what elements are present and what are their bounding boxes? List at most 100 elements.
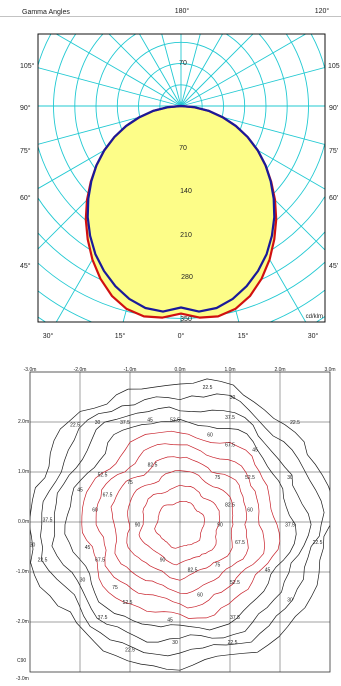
contour-frame <box>29 371 331 673</box>
x-tick-label: 2.0m <box>274 367 285 373</box>
contour-level-label: 37.5 <box>43 518 53 524</box>
contour-level-label: 75 <box>215 563 221 569</box>
contour-level-label: 45 <box>167 618 173 624</box>
polar-spoke <box>55 34 182 107</box>
contour-level-label: 45 <box>77 488 83 494</box>
contour-level-label: 67.5 <box>103 493 113 499</box>
contour-line-75 <box>126 470 234 581</box>
contour-level-label: 30 <box>80 578 86 584</box>
polar-spoke <box>38 105 182 145</box>
radial-tick-label: 70 <box>179 60 187 67</box>
contour-level-label: 90 <box>135 523 141 529</box>
contour-level-label: 90 <box>160 558 166 564</box>
contour-level-label: 22.5 <box>290 420 300 426</box>
contour-level-label: 37.5 <box>230 615 240 621</box>
corner-label: C90 <box>17 658 26 664</box>
intensity-unit-label: cd/klm <box>306 314 323 320</box>
x-tick-label: -2.0m <box>74 367 87 373</box>
contour-level-label: 82.5 <box>188 568 198 574</box>
polar-fill <box>85 106 277 318</box>
contour-level-label: 45 <box>265 568 271 574</box>
polar-ring <box>38 261 325 319</box>
contour-lines <box>30 378 330 671</box>
x-tick-label: 0.0m <box>174 367 185 373</box>
radial-tick-label: 140 <box>180 188 192 195</box>
bottom-angle-label: 15° <box>115 332 126 340</box>
y-tick-label: -2.0m <box>16 619 29 625</box>
x-tick-label: 1.0m <box>224 367 235 373</box>
contour-line-45 <box>64 419 297 631</box>
contour-level-label: 75 <box>112 585 118 591</box>
contour-line-37_5 <box>51 406 312 643</box>
polar-spoke <box>180 105 325 190</box>
x-tick-label: -1.0m <box>124 367 137 373</box>
right-angle-label: 45' <box>329 263 338 270</box>
top-angle-label-180: 180° <box>175 7 190 15</box>
contour-level-label: 22.5 <box>38 558 48 564</box>
contour-level-label: 82.5 <box>225 503 235 509</box>
left-angle-label: 45° <box>20 262 31 270</box>
contour-level-label: 22.5 <box>70 423 80 429</box>
contour-level-label: 60 <box>197 593 203 599</box>
contour-level-label: 37.5 <box>285 523 295 529</box>
contour-level-label: 82.5 <box>148 463 158 469</box>
contour-level-label: 22.5 <box>313 540 323 546</box>
bottom-angle-label: 0° <box>178 332 185 340</box>
left-angle-label: 105° <box>20 62 35 70</box>
polar-spoke <box>38 67 182 107</box>
contour-line-52_5 <box>81 430 281 619</box>
polar-intensity-chart: Gamma Angles 180° 120° 70 70 140 210 280… <box>0 7 341 340</box>
contour-level-label: 45 <box>252 448 258 454</box>
polar-spoke <box>180 105 325 146</box>
polar-spoke <box>180 34 307 107</box>
contour-level-label: 30 <box>287 598 293 604</box>
polar-title: Gamma Angles <box>22 9 70 16</box>
polar-frame <box>37 33 326 323</box>
contour-line-22_5 <box>30 378 330 671</box>
left-angle-label: 60° <box>20 194 31 202</box>
contour-level-label: 75 <box>127 480 133 486</box>
contour-level-label: 52.5 <box>98 473 108 479</box>
contour-level-label: 52.5 <box>245 475 255 481</box>
bottom-angle-label: 30° <box>308 332 319 340</box>
contour-level-label: 90 <box>217 523 223 529</box>
contour-level-label: 30 <box>30 543 36 549</box>
contour-level-label: 22.5 <box>125 648 135 654</box>
contour-level-label: 30 <box>172 640 178 646</box>
contour-line-82_5 <box>138 484 221 566</box>
contour-level-label: 37.5 <box>120 420 130 426</box>
radial-tick-label: 280 <box>181 274 193 281</box>
right-angle-label: 75' <box>329 148 338 155</box>
polar-distribution-fill <box>85 106 277 318</box>
contour-level-label: 37.5 <box>225 415 235 421</box>
polar-spoke <box>180 34 254 107</box>
contour-level-label: 67.5 <box>95 558 105 564</box>
contour-level-label: 45 <box>85 545 91 551</box>
bottom-angle-label: 15° <box>238 332 249 340</box>
polar-spoke <box>38 105 182 190</box>
contour-line-30 <box>40 393 325 657</box>
contour-level-label: 45 <box>147 418 153 424</box>
contour-level-label: 75 <box>215 475 221 481</box>
y-tick-label: 2.0m <box>18 419 29 425</box>
left-angle-label: 90° <box>20 104 31 112</box>
top-angle-label-120: 120° <box>315 7 330 15</box>
contour-level-label: 30 <box>230 395 236 401</box>
contour-labels: 22.5 30 22.5 30 37.5 45 52.5 37.5 60 67.5 45 22.5 52… <box>30 385 323 654</box>
contour-line-60 <box>95 443 266 609</box>
polar-series <box>84 104 278 319</box>
y-tick-label: 0.0m <box>18 519 29 525</box>
contour-level-label: 37.5 <box>98 615 108 621</box>
contour-level-label: 22.5 <box>228 640 238 646</box>
contour-level-label: 22.5 <box>203 385 213 391</box>
contour-level-label: 67.5 <box>235 540 245 546</box>
contour-level-label: 52.5 <box>170 418 180 424</box>
left-angle-label: 75° <box>20 147 31 155</box>
y-tick-label: 1.0m <box>18 469 29 475</box>
contour-line-67_5 <box>110 456 249 594</box>
polar-spoke <box>108 34 182 107</box>
right-angle-label: 90' <box>329 105 338 112</box>
contour-level-label: 60 <box>247 508 253 514</box>
right-angle-label: 105 <box>328 63 340 70</box>
x-tick-label: -3.0m <box>24 367 37 373</box>
